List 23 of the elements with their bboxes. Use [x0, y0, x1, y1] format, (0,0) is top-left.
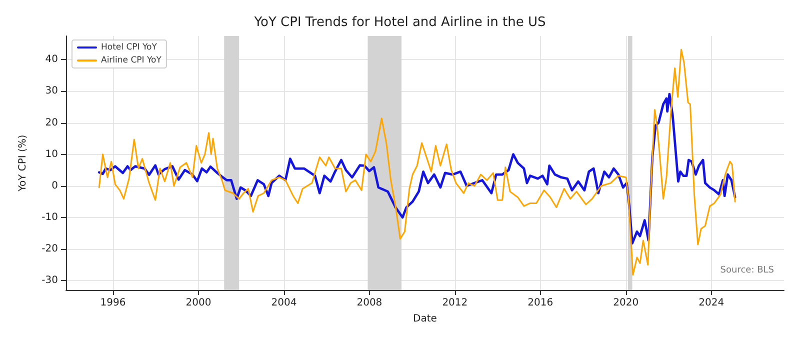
y-tick-label: 10: [45, 148, 58, 160]
x-tick-label: 2016: [528, 298, 554, 308]
x-tick-label: 2000: [186, 298, 212, 308]
y-tick-label: 40: [45, 54, 58, 66]
x-tick-label: 2008: [356, 298, 382, 308]
legend-label: Hotel CPI YoY: [101, 42, 158, 52]
x-tick-label: 2004: [271, 298, 297, 308]
x-tick-label: 2020: [613, 298, 639, 308]
x-tick-label: 2024: [698, 298, 724, 308]
chart-title: YoY CPI Trends for Hotel and Airline in the US: [253, 15, 546, 30]
legend-label: Airline CPI YoY: [101, 56, 162, 66]
y-axis-title: YoY CPI (%): [18, 134, 28, 192]
x-tick-label: 2012: [442, 298, 468, 308]
y-tick-label: 0: [52, 180, 58, 192]
y-tick-label: -20: [42, 243, 58, 254]
annotation: Source: BLS: [720, 266, 774, 276]
y-tick-label: 30: [45, 86, 58, 97]
x-axis-title: Date: [413, 314, 437, 324]
y-tick-label: -30: [42, 275, 58, 286]
y-tick-label: -10: [42, 212, 58, 223]
x-tick-label: 1996: [100, 298, 126, 308]
y-tick-label: 20: [45, 117, 58, 128]
line-series: [98, 92, 736, 244]
